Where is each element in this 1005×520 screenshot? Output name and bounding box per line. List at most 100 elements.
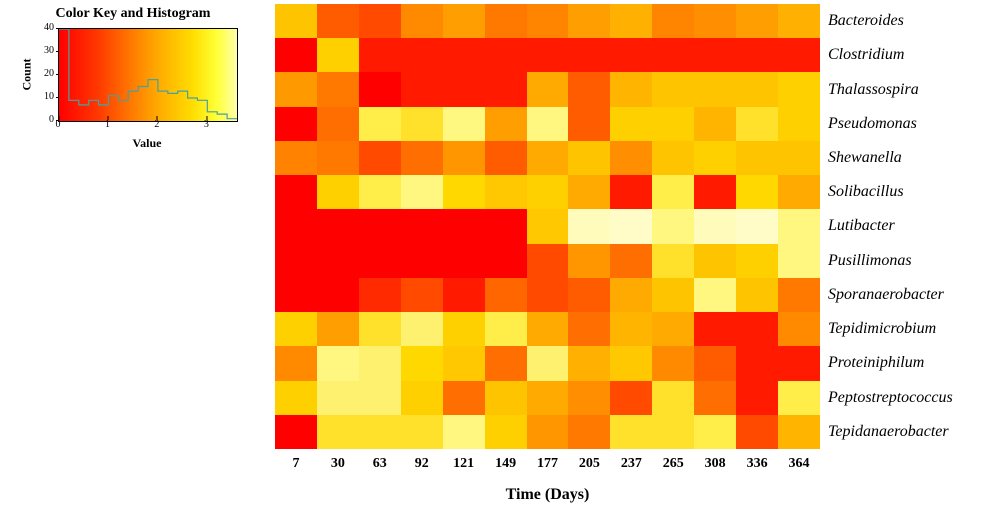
- heatmap-cell: [275, 381, 317, 415]
- heatmap-cell: [527, 381, 569, 415]
- heatmap-row-labels: BacteroidesClostridiumThalassospiraPseud…: [828, 4, 998, 449]
- heatmap-row-label: Tepidimicrobium: [828, 312, 998, 346]
- heatmap-cell: [401, 141, 443, 175]
- heatmap-cell: [610, 4, 652, 38]
- heatmap-cell: [317, 346, 359, 380]
- heatmap-row-label: Lutibacter: [828, 209, 998, 243]
- heatmap-cell: [778, 415, 820, 449]
- heatmap-cell: [694, 107, 736, 141]
- heatmap-cell: [485, 278, 527, 312]
- heatmap-cell: [694, 312, 736, 346]
- heatmap-cell: [527, 72, 569, 106]
- heatmap-cell: [359, 107, 401, 141]
- heatmap-cell: [610, 278, 652, 312]
- heatmap-cell: [610, 346, 652, 380]
- heatmap-cell: [736, 381, 778, 415]
- heatmap: [275, 4, 820, 449]
- heatmap-cell: [317, 381, 359, 415]
- heatmap-cell: [401, 4, 443, 38]
- heatmap-cell: [317, 38, 359, 72]
- heatmap-cell: [652, 72, 694, 106]
- heatmap-cell: [610, 72, 652, 106]
- heatmap-cell: [359, 209, 401, 243]
- heatmap-cell: [275, 107, 317, 141]
- heatmap-cell: [443, 4, 485, 38]
- heatmap-row-label: Pseudomonas: [828, 107, 998, 141]
- heatmap-cell: [527, 244, 569, 278]
- heatmap-cell: [652, 278, 694, 312]
- color-key-xtick: 3: [204, 120, 209, 130]
- heatmap-col-label: 63: [359, 456, 401, 478]
- heatmap-row-label: Pusillimonas: [828, 244, 998, 278]
- color-key-ytick: 40: [44, 23, 54, 33]
- heatmap-cell: [317, 72, 359, 106]
- heatmap-cell: [568, 72, 610, 106]
- heatmap-cell: [275, 244, 317, 278]
- heatmap-cell: [485, 38, 527, 72]
- heatmap-cell: [568, 209, 610, 243]
- heatmap-cell: [485, 209, 527, 243]
- heatmap-col-label: 364: [778, 456, 820, 478]
- heatmap-cell: [610, 415, 652, 449]
- heatmap-cell: [610, 381, 652, 415]
- heatmap-cell: [527, 38, 569, 72]
- heatmap-cell: [568, 278, 610, 312]
- heatmap-cell: [443, 72, 485, 106]
- heatmap-col-label: 336: [736, 456, 778, 478]
- heatmap-cell: [443, 278, 485, 312]
- heatmap-cell: [652, 312, 694, 346]
- heatmap-cell: [652, 415, 694, 449]
- heatmap-cell: [527, 346, 569, 380]
- heatmap-cell: [778, 209, 820, 243]
- color-key-ytick: 30: [44, 46, 54, 56]
- heatmap-cell: [610, 209, 652, 243]
- heatmap-cell: [568, 4, 610, 38]
- heatmap-col-label: 237: [610, 456, 652, 478]
- color-key-xtick: 0: [56, 120, 61, 130]
- heatmap-col-label: 7: [275, 456, 317, 478]
- heatmap-cell: [610, 107, 652, 141]
- heatmap-cell: [485, 4, 527, 38]
- color-key-xticks: 0123: [58, 120, 236, 136]
- heatmap-cell: [778, 4, 820, 38]
- heatmap-cell: [736, 209, 778, 243]
- heatmap-cell: [317, 312, 359, 346]
- heatmap-cell: [778, 175, 820, 209]
- heatmap-cell: [652, 381, 694, 415]
- heatmap-cell: [778, 278, 820, 312]
- heatmap-cell: [485, 381, 527, 415]
- heatmap-row-label: Peptostreptococcus: [828, 381, 998, 415]
- heatmap-cell: [527, 175, 569, 209]
- color-key-title: Color Key and Histogram: [18, 6, 248, 22]
- color-key-yticks: 010203040: [36, 28, 56, 120]
- heatmap-cell: [694, 381, 736, 415]
- heatmap-cell: [694, 415, 736, 449]
- heatmap-cell: [359, 4, 401, 38]
- heatmap-cell: [443, 346, 485, 380]
- heatmap-cell: [359, 72, 401, 106]
- heatmap-cell: [736, 107, 778, 141]
- heatmap-cell: [317, 175, 359, 209]
- heatmap-cell: [652, 346, 694, 380]
- heatmap-cell: [568, 244, 610, 278]
- heatmap-cell: [317, 415, 359, 449]
- heatmap-cell: [652, 244, 694, 278]
- heatmap-cell: [401, 244, 443, 278]
- heatmap-cell: [443, 415, 485, 449]
- heatmap-cell: [443, 244, 485, 278]
- heatmap-col-label: 308: [694, 456, 736, 478]
- heatmap-cell: [443, 107, 485, 141]
- heatmap-cell: [485, 415, 527, 449]
- color-key-ytick: 20: [44, 69, 54, 79]
- heatmap-cell: [568, 312, 610, 346]
- heatmap-cell: [359, 381, 401, 415]
- heatmap-col-label: 265: [652, 456, 694, 478]
- heatmap-cell: [359, 175, 401, 209]
- heatmap-cell: [317, 141, 359, 175]
- heatmap-col-label: 30: [317, 456, 359, 478]
- color-key-ylabel: Count: [18, 28, 36, 120]
- heatmap-cell: [652, 141, 694, 175]
- heatmap-cell: [568, 415, 610, 449]
- heatmap-xaxis-title: Time (Days): [275, 486, 820, 504]
- heatmap-cell: [485, 346, 527, 380]
